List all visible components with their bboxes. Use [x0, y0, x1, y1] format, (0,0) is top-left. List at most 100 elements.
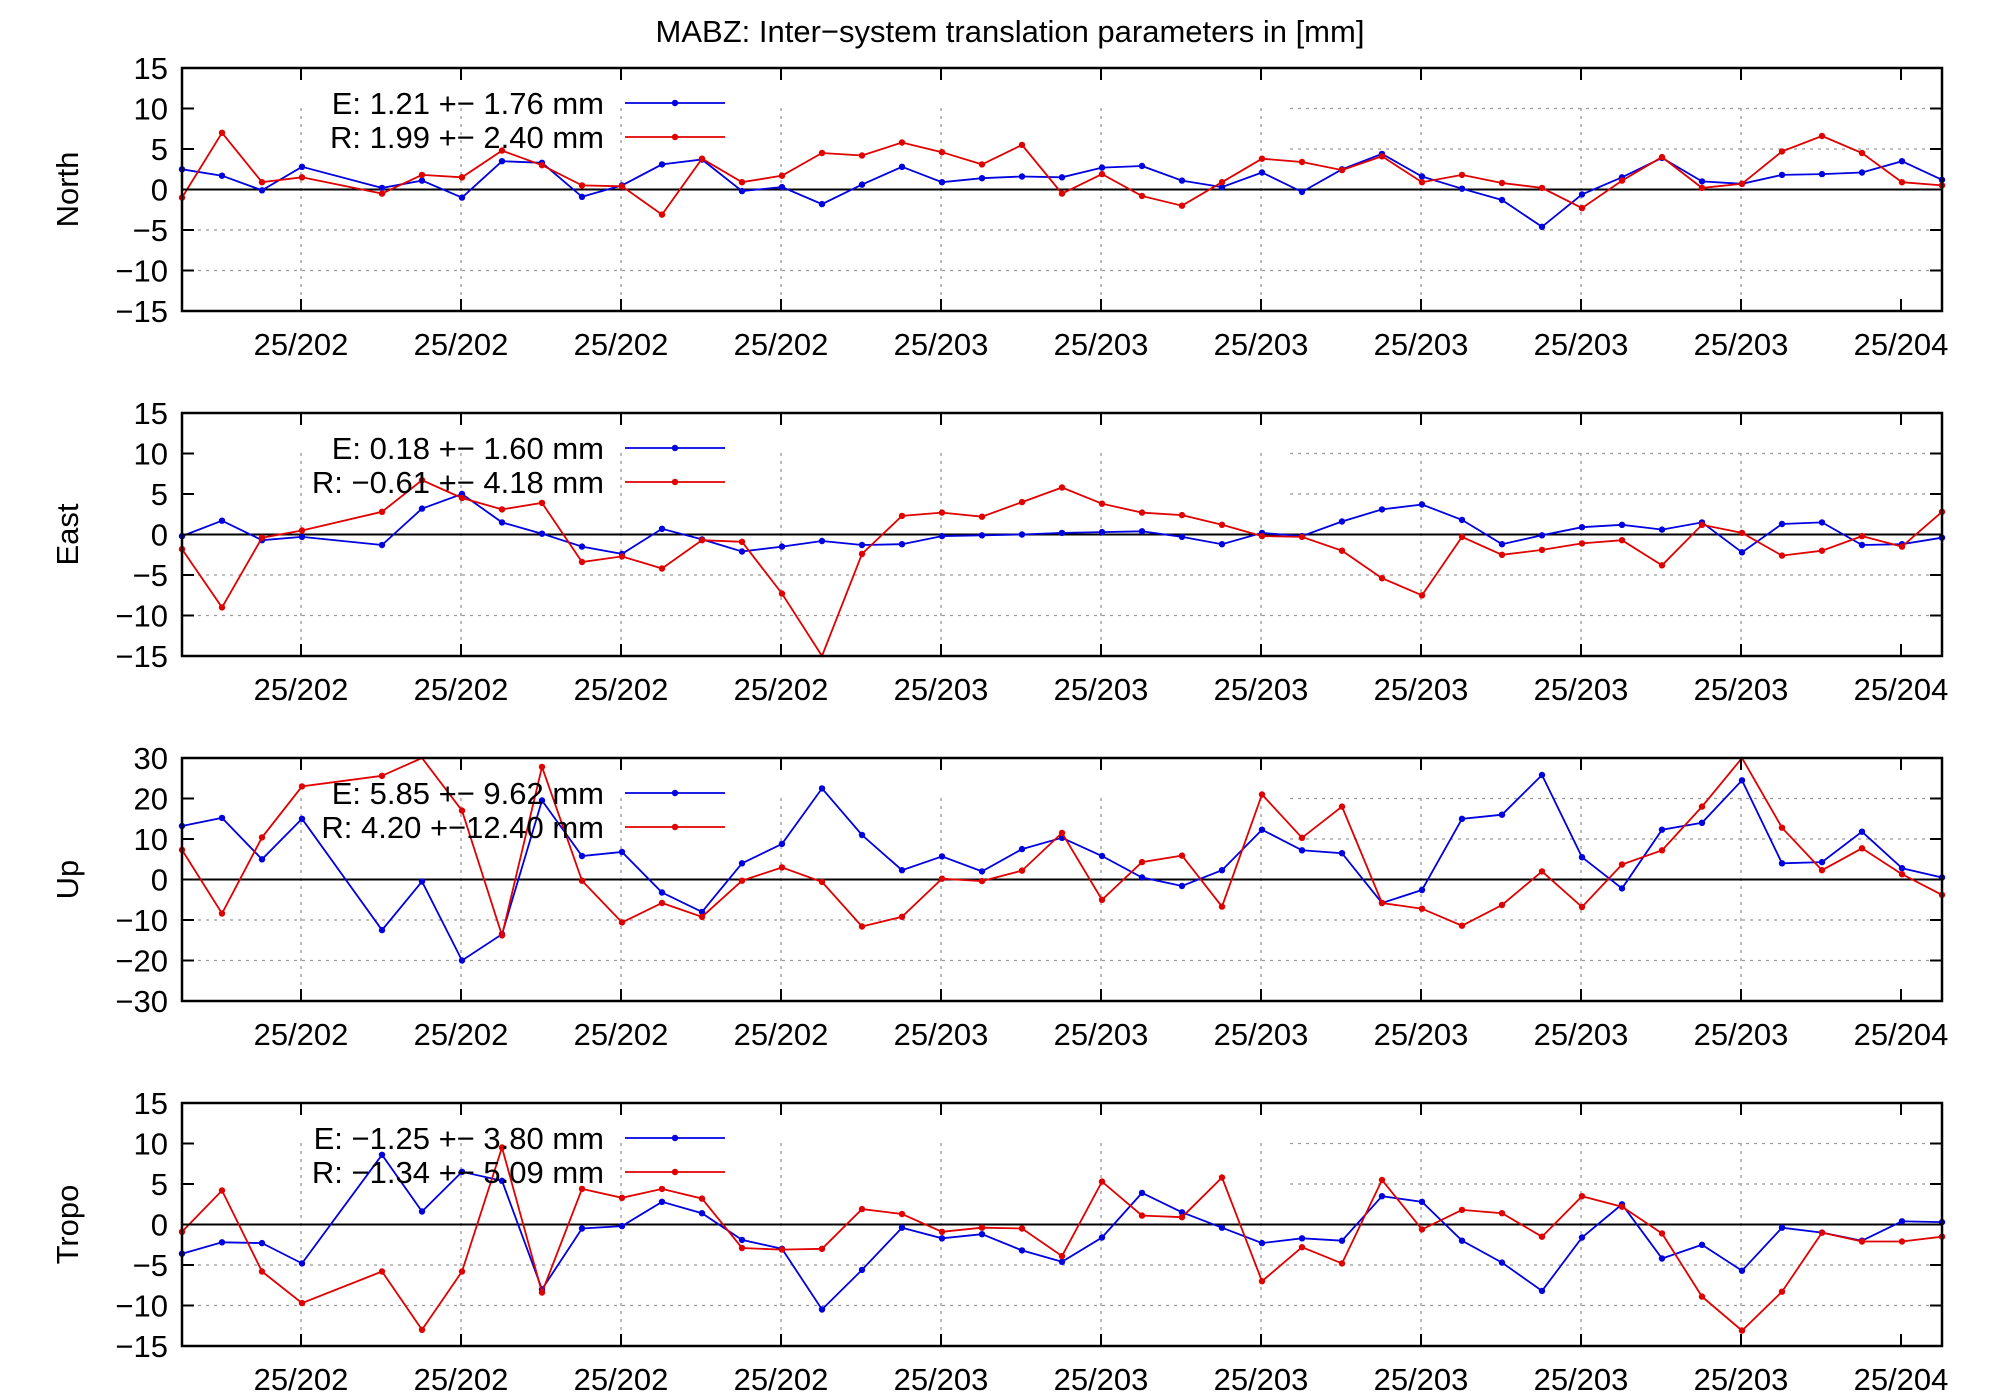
- panel-tropo-ytick-label: 15: [134, 1086, 168, 1121]
- panel-tropo-xtick-label: 25/202: [734, 1362, 829, 1397]
- panel-up-series-e-point: [938, 853, 946, 860]
- panel-north-series-e-point: [1138, 162, 1146, 170]
- panel-tropo-series-r-point: [1138, 1212, 1146, 1219]
- panel-tropo-series-r-point: [458, 1268, 466, 1275]
- panel-east-series-r-point: [1778, 552, 1786, 559]
- panel-tropo-series-e-point: [1298, 1235, 1306, 1242]
- panel-up-series-r-point: [1378, 899, 1386, 907]
- panel-north-series-e-point: [258, 187, 266, 194]
- panel-up-series-e-point: [818, 785, 826, 792]
- panel-tropo-series-e-point: [578, 1225, 586, 1232]
- panel-tropo-series-e-point: [418, 1208, 426, 1215]
- panel-east-series-r-point: [658, 565, 666, 572]
- panel-north-series-e-point: [1698, 178, 1706, 185]
- panel-tropo-series-e-point: [1738, 1267, 1746, 1274]
- panel-north-series-e-point: [1858, 169, 1866, 176]
- panel-north-series-r-point: [1458, 171, 1466, 179]
- panel-north-series-r-point: [258, 179, 266, 186]
- panel-north-series-e-point: [1778, 171, 1786, 179]
- panel-up-ytick-label: 20: [134, 782, 168, 817]
- panel-north-xtick-label: 25/203: [1534, 327, 1629, 362]
- panel-north-xtick-label: 25/202: [734, 327, 829, 362]
- panel-east-series-e-point: [1498, 541, 1506, 548]
- panel-up-xtick-label: 25/203: [1054, 1017, 1149, 1052]
- panel-east-xtick-label: 25/202: [414, 672, 509, 707]
- panel-tropo-ytick-label: 0: [151, 1208, 168, 1243]
- panel-tropo-xtick-label: 25/203: [1054, 1362, 1149, 1397]
- panel-up-series-e-point: [1858, 828, 1866, 835]
- panel-east-series-r-point: [1298, 533, 1306, 541]
- panel-up-ytick-label: 0: [151, 863, 168, 898]
- panel-north-ytick-label: 5: [151, 132, 168, 167]
- panel-east-series-r-point: [1618, 537, 1626, 544]
- panel-east-series-e-point: [1058, 529, 1066, 537]
- panel-up-series-e-point: [1738, 777, 1746, 784]
- panel-north-legend-label-r: R: 1.99 +− 2.40 mm: [330, 120, 604, 155]
- panel-north-series-e-point: [1898, 158, 1906, 165]
- panel-tropo-series-e-point: [658, 1198, 666, 1206]
- panel-up-series-e-point: [1218, 867, 1226, 874]
- panel-up-series-r-point: [778, 864, 786, 871]
- panel-up-series-r-point: [738, 877, 746, 884]
- panel-up-series-r-point: [458, 807, 466, 814]
- panel-east-xtick-label: 25/203: [1214, 672, 1309, 707]
- panel-east-series-r-point: [1738, 529, 1746, 537]
- panel-up-ytick-label: 10: [134, 822, 168, 857]
- panel-tropo: 15 10 5 0 −5 −10 −15 25/202 25/202 25/202 25/202 25…: [50, 1086, 1948, 1397]
- panel-east-series-e-point: [1218, 541, 1226, 548]
- panel-east-series-r-line: [181, 479, 1943, 658]
- panel-east-ytick-label: 5: [151, 477, 168, 512]
- panel-up-series-r-point: [1218, 903, 1226, 910]
- panel-north-series-r-point: [938, 149, 946, 156]
- panel-east-legend-marker-r: [671, 478, 679, 486]
- panel-north-series-r-point: [1858, 149, 1866, 157]
- panel-tropo-series-e-point: [218, 1239, 226, 1246]
- panel-tropo-series-r-point: [1618, 1203, 1626, 1210]
- panel-north-series-r-point: [1018, 141, 1026, 149]
- panel-east-xtick-label: 25/203: [1054, 672, 1149, 707]
- panel-north-series-e-point: [1258, 169, 1266, 176]
- panel-north-series-r-point: [1658, 153, 1666, 161]
- panel-north-series-r-point: [1498, 179, 1506, 187]
- panel-up-series-e-point: [1618, 885, 1626, 892]
- panel-tropo-ytick-label: −15: [115, 1329, 168, 1364]
- panel-east-series-e-point: [1578, 524, 1586, 531]
- panel-east-series-e-point: [578, 543, 586, 550]
- panel-east-series-r-point: [1058, 484, 1066, 491]
- panel-tropo-series-e-point: [1258, 1239, 1266, 1247]
- panel-north-ytick-label: 10: [134, 92, 168, 127]
- panel-north-series-e-point: [898, 163, 906, 170]
- panel-up-series-r-point: [898, 913, 906, 920]
- panel-up-series-r-point: [1138, 858, 1146, 866]
- panel-north-series-r-point: [898, 139, 906, 146]
- panel-up-series-e-point: [978, 868, 986, 875]
- panel-up-series-r-point: [1498, 901, 1506, 909]
- panel-up-series-e-point: [1818, 858, 1826, 866]
- panel-north-series-e-point: [1818, 170, 1826, 178]
- panel-up-xtick-label: 25/202: [414, 1017, 509, 1052]
- panel-tropo-series-e-point: [1578, 1234, 1586, 1241]
- panel-up-ytick-label: −20: [115, 944, 168, 979]
- panel-tropo-series-r-point: [1298, 1244, 1306, 1251]
- panel-north-xtick-label: 25/202: [414, 327, 509, 362]
- panel-north-series-r-point: [778, 172, 786, 179]
- panel-up-series-r-point: [1818, 867, 1826, 874]
- panel-east-series-r-point: [1858, 532, 1866, 540]
- panel-north-series-r-point: [618, 183, 626, 190]
- panel-up-ylabel: Up: [50, 860, 85, 900]
- panel-tropo-legend-marker-r: [671, 1168, 679, 1176]
- panel-tropo-series-e-point: [298, 1260, 306, 1267]
- panel-east-series-e-point: [218, 517, 226, 524]
- panel-tropo-series-r-point: [658, 1185, 666, 1193]
- panel-east-series-e-point: [538, 530, 546, 537]
- panel-tropo-series-r-point: [1218, 1174, 1226, 1181]
- panel-north-series-e-point: [1298, 188, 1306, 196]
- panel-east: 15 10 5 0 −5 −10 −15 25/202 25/202 25/202 25/202 25…: [50, 396, 1948, 707]
- panel-tropo-series-r-point: [898, 1210, 906, 1218]
- panel-tropo-series-e-point: [1018, 1247, 1026, 1254]
- panel-east-xtick-label: 25/203: [1374, 672, 1469, 707]
- panel-up-series-e-point: [1778, 860, 1786, 867]
- panel-tropo-series-e-point: [1218, 1224, 1226, 1231]
- panel-up-series-r-point: [618, 919, 626, 926]
- panel-up-series-e-point: [618, 848, 626, 856]
